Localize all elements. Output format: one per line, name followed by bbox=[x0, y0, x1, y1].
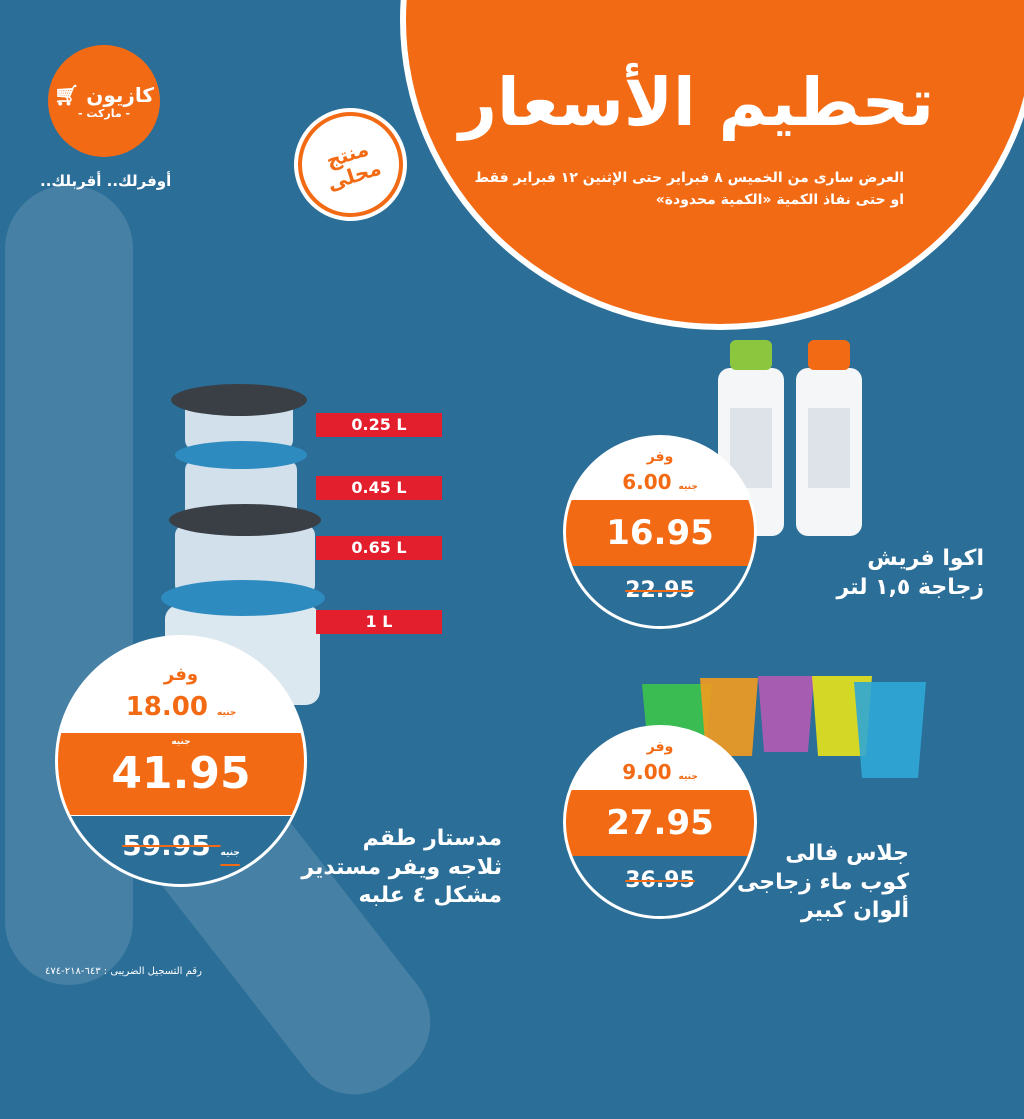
save-label: وفر bbox=[163, 664, 199, 685]
sale-price: 27.95 bbox=[606, 803, 714, 843]
logo-name: كازيون bbox=[86, 82, 155, 107]
container-3 bbox=[169, 504, 321, 595]
product-name-containers: مدستار طقم ثلاجه ويفر مستدير مشكل ٤ علبه bbox=[301, 826, 502, 909]
offer-line-2: او حتى نفاذ الكمية «الكمية محدودة» bbox=[655, 191, 904, 208]
price-badge: وفر 6.00 جنيه 16.95 22.95 bbox=[563, 435, 757, 629]
price-badge: وفر 18.00 جنيه جنيه 41.95 جنيه 59.95 bbox=[55, 635, 307, 887]
size-tag: 0.45 L bbox=[316, 476, 442, 500]
price-badge: وفر 9.00 جنيه 27.95 36.95 bbox=[563, 725, 757, 919]
sale-price: 16.95 bbox=[606, 513, 714, 553]
brand-logo: كازيون 🛒︎ - ماركت - bbox=[48, 45, 160, 157]
size-tag: 1 L bbox=[316, 610, 442, 634]
product-name-bottle: اكوا فريش زجاجة ١,٥ لتر bbox=[836, 546, 984, 600]
old-price: 22.95 bbox=[625, 578, 695, 603]
page-title: تحطيم الأسعار bbox=[458, 64, 934, 141]
container-1 bbox=[171, 384, 307, 450]
sale-price: 41.95 bbox=[111, 748, 251, 799]
save-amount: 6.00 جنيه bbox=[622, 470, 698, 494]
size-tag: 0.25 L bbox=[316, 413, 442, 437]
save-label: وفر bbox=[646, 739, 674, 755]
slogan: أوفرلك.. أقربلك.. bbox=[40, 172, 172, 190]
offer-line-1: العرض سارى من الخميس ٨ فبراير حتى الإثني… bbox=[474, 170, 904, 186]
old-price: جنيه 59.95 bbox=[122, 829, 240, 862]
sale-price-currency: جنيه bbox=[171, 737, 191, 747]
tax-number: رقم التسجيل الضريبى : ٦٤٣-٢١٨-٤٧٤ bbox=[45, 966, 202, 977]
product-name-glass: جلاس فالى كوب ماء زجاجى ألوان كبير bbox=[736, 841, 909, 924]
old-price: 36.95 bbox=[625, 868, 695, 893]
save-label: وفر bbox=[646, 449, 674, 465]
offer-period: العرض سارى من الخميس ٨ فبراير حتى الإثني… bbox=[474, 168, 904, 211]
size-tag: 0.65 L bbox=[316, 536, 442, 560]
save-amount: 9.00 جنيه bbox=[622, 760, 698, 784]
save-amount: 18.00 جنيه bbox=[125, 692, 237, 722]
cart-icon: 🛒︎ bbox=[53, 82, 80, 107]
hero-circle bbox=[400, 0, 1024, 330]
logo-sub: - ماركت - bbox=[77, 106, 131, 120]
local-product-badge: منتج محلى bbox=[284, 98, 417, 231]
